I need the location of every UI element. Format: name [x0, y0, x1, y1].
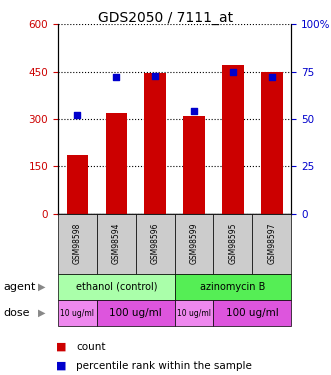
Text: GSM98599: GSM98599	[190, 223, 199, 264]
Bar	[67, 155, 88, 214]
Text: count: count	[76, 342, 106, 352]
Text: GSM98596: GSM98596	[151, 223, 160, 264]
Text: ■: ■	[56, 342, 67, 352]
Text: 100 ug/ml: 100 ug/ml	[109, 308, 162, 318]
Text: 100 ug/ml: 100 ug/ml	[226, 308, 279, 318]
Text: 10 ug/ml: 10 ug/ml	[60, 309, 94, 318]
Bar	[106, 113, 127, 214]
Text: dose: dose	[3, 308, 30, 318]
Text: ▶: ▶	[38, 308, 46, 318]
Point	[230, 69, 236, 75]
Point	[191, 108, 197, 114]
Text: ethanol (control): ethanol (control)	[75, 282, 157, 292]
Text: GSM98594: GSM98594	[112, 223, 121, 264]
Text: GSM98597: GSM98597	[267, 223, 276, 264]
Text: GDS2050 / 7111_at: GDS2050 / 7111_at	[98, 11, 233, 25]
Text: percentile rank within the sample: percentile rank within the sample	[76, 361, 252, 370]
Point	[75, 112, 80, 118]
Text: GSM98598: GSM98598	[73, 223, 82, 264]
Text: ▶: ▶	[38, 282, 46, 292]
Text: ■: ■	[56, 361, 67, 370]
Text: GSM98595: GSM98595	[228, 223, 237, 264]
Point	[269, 74, 274, 80]
Bar	[183, 116, 205, 214]
Point	[153, 72, 158, 78]
Text: 10 ug/ml: 10 ug/ml	[177, 309, 211, 318]
Bar	[222, 65, 244, 214]
Point	[114, 74, 119, 80]
Text: agent: agent	[3, 282, 36, 292]
Bar	[261, 72, 283, 214]
Bar	[144, 73, 166, 214]
Text: azinomycin B: azinomycin B	[200, 282, 266, 292]
